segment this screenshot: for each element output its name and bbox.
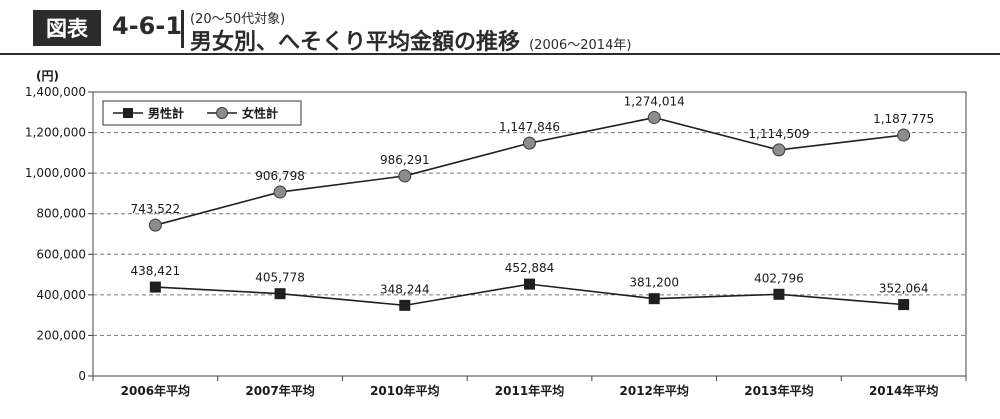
data-point-female bbox=[897, 128, 911, 142]
header-rule bbox=[0, 53, 1000, 55]
y-tick-label: 200,000 bbox=[36, 328, 86, 342]
data-label: 352,064 bbox=[879, 282, 929, 296]
data-point-male bbox=[648, 293, 660, 305]
figure-year-range: (2006〜2014年) bbox=[529, 38, 632, 53]
x-tick-label: 2013年平均 bbox=[744, 383, 813, 398]
data-label: 402,796 bbox=[754, 271, 804, 285]
data-label: 906,798 bbox=[255, 169, 305, 183]
data-point-female bbox=[398, 169, 412, 183]
figure-badge: 図表 bbox=[33, 10, 101, 46]
plot-area bbox=[92, 91, 967, 377]
legend-marker-square bbox=[123, 108, 133, 118]
x-tick-label: 2006年平均 bbox=[121, 383, 190, 398]
data-label: 1,114,509 bbox=[748, 127, 809, 141]
data-point-female bbox=[772, 143, 786, 157]
y-tick-label: 800,000 bbox=[36, 207, 86, 221]
legend-label: 女性計 bbox=[242, 106, 278, 121]
data-point-male bbox=[898, 299, 910, 311]
data-point-male bbox=[149, 281, 161, 293]
data-point-male bbox=[274, 288, 286, 300]
data-label: 381,200 bbox=[629, 276, 679, 290]
figure-header: 図表 4-6-1 (20〜50代対象) 男女別、へそくり平均金額の推移 (200… bbox=[0, 0, 1000, 56]
data-label: 452,884 bbox=[505, 261, 555, 275]
y-tick-label: 1,400,000 bbox=[25, 85, 86, 99]
title-separator bbox=[181, 10, 184, 48]
x-tick-label: 2007年平均 bbox=[245, 383, 314, 398]
data-point-male bbox=[524, 278, 535, 290]
data-label: 348,244 bbox=[380, 282, 430, 296]
data-point-female bbox=[148, 218, 162, 232]
y-tick-label: 1,000,000 bbox=[25, 166, 86, 180]
data-point-male bbox=[773, 288, 785, 300]
data-label: 743,522 bbox=[131, 202, 181, 216]
data-point-female bbox=[647, 111, 661, 125]
data-point-male bbox=[399, 299, 411, 311]
data-point-female bbox=[523, 136, 536, 150]
y-unit-label: (円) bbox=[36, 69, 59, 83]
data-label: 1,147,846 bbox=[499, 120, 560, 134]
x-tick-label: 2011年平均 bbox=[495, 383, 564, 398]
data-label: 1,274,014 bbox=[624, 95, 685, 109]
y-tick-label: 0 bbox=[78, 369, 86, 383]
y-tick-label: 600,000 bbox=[36, 247, 86, 261]
data-label: 1,187,775 bbox=[873, 112, 934, 126]
data-label: 438,421 bbox=[131, 264, 181, 278]
title-row: 男女別、へそくり平均金額の推移 (2006〜2014年) bbox=[190, 24, 631, 56]
data-label: 986,291 bbox=[380, 153, 430, 167]
y-tick-label: 1,200,000 bbox=[25, 126, 86, 140]
data-label: 405,778 bbox=[255, 271, 305, 285]
x-tick-label: 2012年平均 bbox=[620, 383, 689, 398]
figure-title: 男女別、へそくり平均金額の推移 bbox=[190, 30, 521, 55]
data-point-female bbox=[273, 185, 287, 199]
x-tick-label: 2010年平均 bbox=[370, 383, 439, 398]
figure-subtitle: (20〜50代対象) bbox=[190, 12, 286, 27]
legend-marker-circle bbox=[216, 107, 228, 119]
y-tick-label: 400,000 bbox=[36, 288, 86, 302]
legend-label: 男性計 bbox=[148, 106, 184, 121]
x-tick-label: 2014年平均 bbox=[869, 383, 938, 398]
figure-number: 4-6-1 bbox=[112, 12, 183, 40]
